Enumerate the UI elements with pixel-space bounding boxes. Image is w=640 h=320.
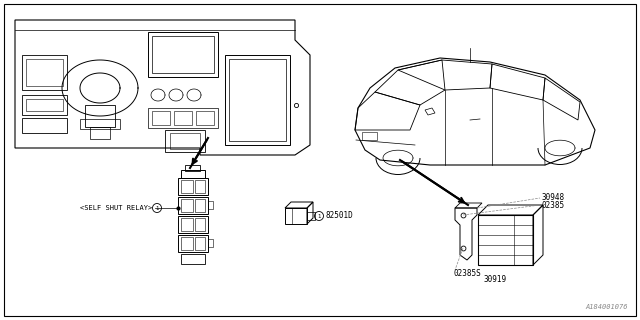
Text: <SELF SHUT RELAY>: <SELF SHUT RELAY>: [80, 205, 152, 211]
Text: 1: 1: [156, 205, 159, 211]
Text: A184001076: A184001076: [586, 304, 628, 310]
Text: 30948: 30948: [542, 194, 565, 203]
Text: 82501D: 82501D: [325, 212, 353, 220]
Text: 02385S: 02385S: [453, 268, 481, 277]
Text: 02385: 02385: [542, 201, 565, 210]
Text: 30919: 30919: [483, 275, 506, 284]
Text: 1: 1: [317, 213, 321, 219]
